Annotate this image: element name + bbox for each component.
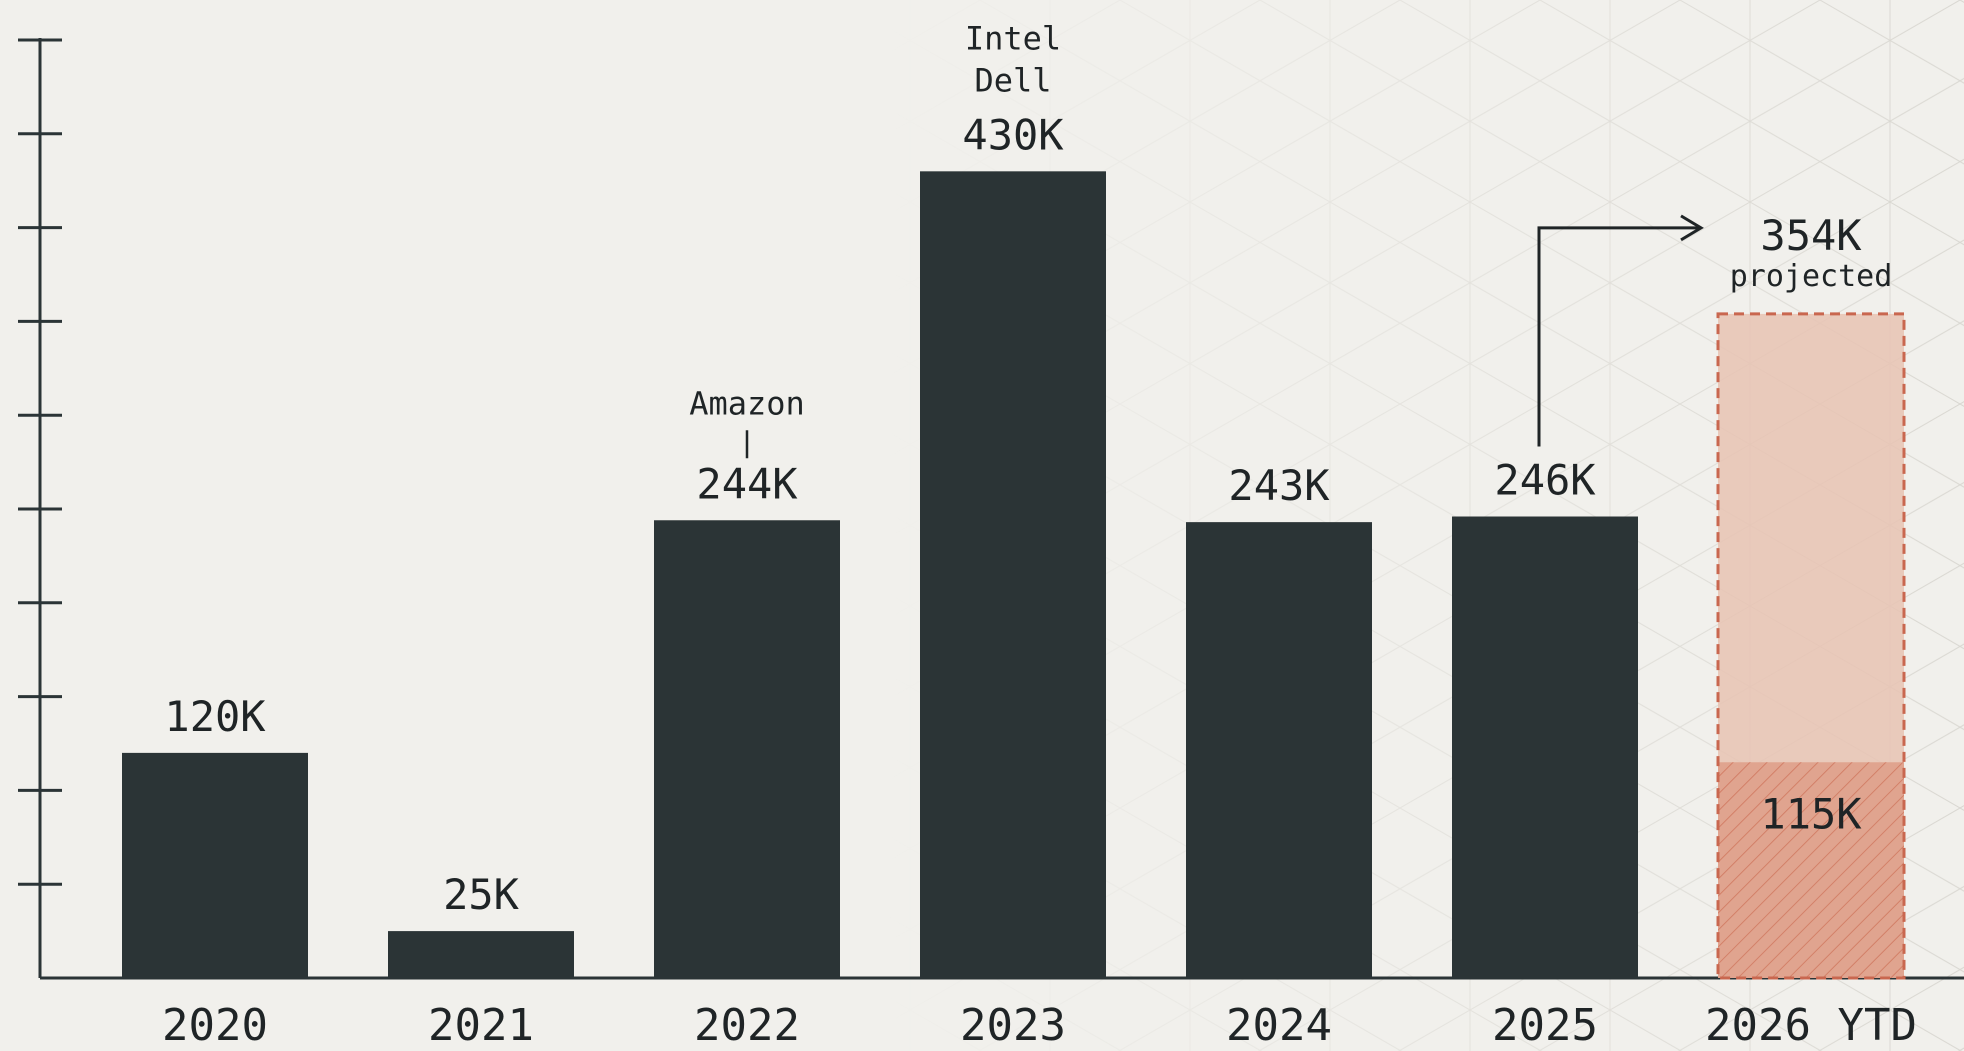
x-tick-label-2023: 2023	[960, 1000, 1066, 1051]
annotations: Amazon Intel Dell	[689, 19, 1704, 459]
value-label-2023: 430K	[962, 110, 1064, 159]
projection-arrow-line	[1537, 226, 1699, 447]
projection-arrow-head	[1680, 214, 1704, 242]
value-label-2026-ytd: 115K	[1760, 789, 1862, 838]
value-label-2020: 120K	[164, 692, 266, 741]
value-label-2022: 244K	[696, 459, 798, 508]
x-tick-label-2022: 2022	[694, 1000, 800, 1051]
x-tick-labels: 2020 2021 2022 2023 2024 2025 2026 YTD	[162, 1000, 1917, 1051]
annotation-2023-line-1: Dell	[974, 61, 1051, 99]
value-label-2025: 246K	[1494, 456, 1596, 505]
bar-2020	[122, 752, 308, 978]
value-label-2021: 25K	[443, 870, 520, 919]
projected-value-label: 354K	[1760, 211, 1862, 260]
annotation-2023-line-0: Intel	[965, 19, 1061, 57]
x-tick-label-2025: 2025	[1492, 1000, 1598, 1051]
x-tick-label-2020: 2020	[162, 1000, 268, 1051]
bars	[122, 171, 1906, 980]
annotation-2022: Amazon	[689, 384, 805, 422]
x-tick-label-2026-ytd: 2026 YTD	[1705, 1000, 1917, 1051]
bar-2021	[388, 931, 574, 978]
bar-2025	[1452, 516, 1638, 978]
bar-2023	[920, 171, 1106, 978]
value-label-2024: 243K	[1228, 461, 1330, 510]
x-tick-label-2024: 2024	[1226, 1000, 1332, 1051]
projected-label: projected	[1730, 259, 1893, 294]
bar-2024	[1186, 522, 1372, 978]
x-tick-label-2021: 2021	[428, 1000, 534, 1051]
bar-hatch-2026-ytd	[1718, 762, 1904, 978]
bar-2022	[654, 520, 840, 978]
bar-projected-outline-2026-ytd	[1716, 312, 1906, 980]
